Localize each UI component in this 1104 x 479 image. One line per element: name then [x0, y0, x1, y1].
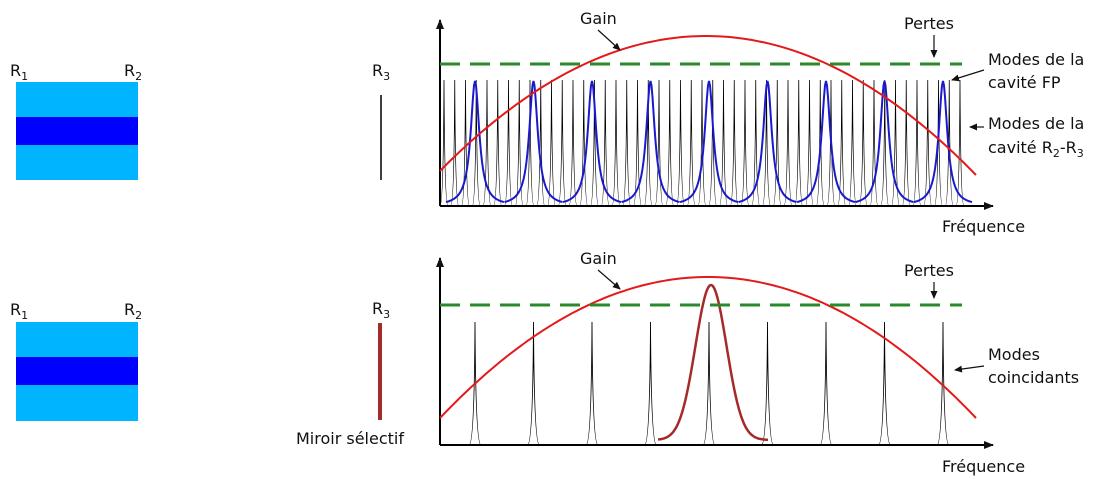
top-external-mode	[740, 79, 750, 207]
bottom-selective-mirror-label: Miroir sélectif	[296, 429, 404, 448]
top-x-axis-label: Fréquence	[942, 217, 1025, 236]
top-external-mode	[815, 79, 825, 207]
top-external-mode	[891, 79, 900, 207]
bottom-losses-label: Pertes	[904, 261, 954, 280]
top-external-mode	[547, 79, 556, 207]
top-panel: R1 R2 R3 Gain Pertes Modes de la cavité …	[10, 9, 1084, 236]
bottom-coincident-mode	[702, 321, 716, 446]
top-external-mode	[568, 79, 578, 207]
top-external-mode	[858, 79, 868, 207]
bottom-coincident-mode	[878, 321, 891, 446]
top-external-mode	[869, 79, 879, 207]
top-fp-mode	[738, 80, 797, 204]
bottom-panel: R1 R2 R3 Miroir sélectif Gain Pertes Mod…	[10, 249, 1079, 476]
top-fp-modes-arrow	[951, 69, 985, 82]
top-external-mode	[955, 79, 965, 207]
top-mirror-r1-label: R1	[10, 61, 28, 83]
top-external-mode	[912, 79, 922, 207]
bottom-laser-chip	[16, 322, 138, 421]
bottom-chip-active-region	[16, 357, 138, 385]
top-ext-modes-label-line2: cavité R2-R3	[988, 138, 1084, 160]
top-external-cavity-modes	[439, 79, 965, 207]
top-external-mode	[504, 79, 513, 207]
top-external-mode	[772, 79, 782, 207]
top-gain-label: Gain	[580, 9, 617, 28]
top-fp-mode	[796, 80, 856, 204]
top-fp-modes-label-line2: cavité FP	[988, 73, 1061, 92]
bottom-selective-mirror-response	[657, 283, 768, 442]
top-external-mode	[439, 79, 449, 207]
top-fp-mode	[679, 80, 739, 204]
top-external-mode	[643, 79, 653, 207]
top-external-mode	[783, 79, 793, 207]
top-external-mode	[751, 79, 761, 207]
bottom-coincident-mode	[819, 321, 833, 446]
top-mirror-r2-label: R2	[124, 61, 142, 83]
top-external-mode	[848, 79, 857, 207]
top-external-mode	[697, 79, 707, 207]
top-fp-mode	[562, 80, 622, 204]
top-fp-mode	[445, 80, 505, 204]
bottom-coincident-arrow	[954, 365, 985, 373]
top-chip-active-region	[16, 117, 138, 145]
top-gain-arrow	[597, 29, 621, 51]
top-external-mode	[622, 79, 632, 207]
top-losses-label: Pertes	[904, 14, 954, 33]
top-mirror-r3-label: R3	[372, 61, 390, 83]
top-external-mode	[536, 79, 546, 207]
top-external-mode	[579, 79, 589, 207]
top-external-mode	[686, 79, 696, 207]
top-external-mode	[525, 79, 535, 207]
bottom-coincident-mode	[936, 321, 950, 446]
top-external-mode	[826, 79, 836, 207]
top-external-mode	[493, 79, 503, 207]
top-fp-mode	[855, 80, 914, 204]
top-external-mode	[944, 79, 954, 207]
bottom-mirror-r3-label: R3	[372, 299, 390, 321]
top-external-mode	[471, 79, 481, 207]
bottom-mirror-r1-label: R1	[10, 300, 28, 322]
bottom-coincident-mode	[527, 321, 540, 446]
top-external-mode	[461, 79, 470, 207]
top-external-mode	[729, 79, 739, 207]
top-external-mode	[923, 79, 933, 207]
top-external-mode	[880, 79, 890, 207]
bottom-coincident-mode	[644, 321, 657, 446]
top-external-mode	[762, 79, 771, 207]
bottom-coincident-modes	[468, 321, 950, 446]
top-external-mode	[557, 79, 567, 207]
bottom-coincident-mode	[761, 321, 774, 446]
bottom-coincident-label-line2: coincidants	[988, 368, 1079, 387]
bottom-gain-arrow	[597, 269, 621, 290]
top-external-mode	[837, 79, 847, 207]
top-external-mode	[805, 79, 814, 207]
bottom-gain-curve	[439, 276, 977, 419]
top-external-mode	[665, 79, 675, 207]
top-laser-chip	[16, 82, 138, 180]
bottom-x-axis-label: Fréquence	[942, 457, 1025, 476]
top-external-mode	[450, 79, 460, 207]
top-external-mode	[676, 79, 685, 207]
bottom-coincident-label-line1: Modes	[988, 345, 1040, 364]
top-external-mode	[934, 79, 943, 207]
top-external-mode	[708, 79, 718, 207]
top-ext-modes-label-line1: Modes de la	[988, 114, 1084, 133]
bottom-coincident-mode	[468, 321, 482, 446]
top-external-mode	[654, 79, 664, 207]
top-external-mode	[482, 79, 492, 207]
top-external-mode	[901, 79, 911, 207]
top-fp-mode	[504, 80, 563, 204]
bottom-gain-label: Gain	[580, 249, 617, 268]
top-fp-cavity-modes	[445, 80, 973, 204]
top-fp-modes-label-line1: Modes de la	[988, 50, 1084, 69]
top-external-mode	[794, 79, 804, 207]
bottom-coincident-mode	[585, 321, 599, 446]
top-gain-curve	[439, 35, 977, 176]
top-external-mode	[611, 79, 621, 207]
top-fp-mode	[621, 80, 680, 204]
top-fp-mode	[913, 80, 973, 204]
bottom-mirror-r2-label: R2	[124, 300, 142, 322]
top-external-mode	[590, 79, 599, 207]
